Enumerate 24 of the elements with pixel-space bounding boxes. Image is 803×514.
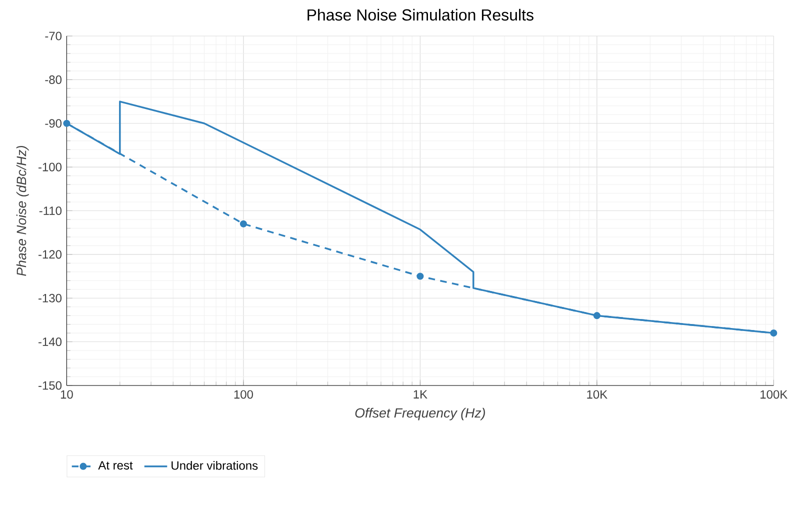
x-tick-label: 100K <box>760 390 788 399</box>
y-tick-label: -80 <box>45 76 62 84</box>
point <box>593 312 600 320</box>
point <box>770 330 778 337</box>
point <box>240 220 247 228</box>
x-tick-label: 10 <box>60 390 73 399</box>
y-tick-label: -140 <box>38 338 62 346</box>
legend-label: Under vibrations <box>172 461 258 470</box>
y-axis-title: Phase Noise (dBc/Hz) <box>16 146 29 276</box>
y-tick-label: -100 <box>38 163 62 172</box>
y-tick-label: -90 <box>45 119 62 128</box>
y-tick-label: -70 <box>45 32 62 40</box>
y-tick-label: -130 <box>38 294 62 303</box>
point <box>416 272 424 280</box>
chart-title: Phase Noise Simulation Results <box>308 9 534 21</box>
x-tick-label: 10K <box>587 390 608 399</box>
y-tick-label: -110 <box>39 206 62 216</box>
x-tick-label: 1K <box>414 390 428 399</box>
x-axis-title: Offset Frequency (Hz) <box>355 408 485 421</box>
y-tick-label: -150 <box>38 381 62 390</box>
point <box>63 120 70 128</box>
legend-label: At rest <box>98 461 133 470</box>
y-tick-label: -120 <box>38 250 62 259</box>
x-tick-label: 100 <box>234 390 253 399</box>
